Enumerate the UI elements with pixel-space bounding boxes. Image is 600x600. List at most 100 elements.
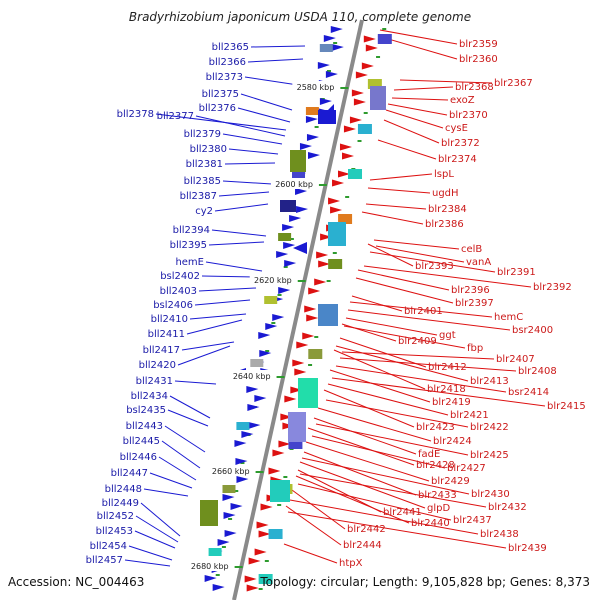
minus-strand-gene bbox=[299, 143, 312, 150]
backbone-tick bbox=[265, 350, 270, 352]
right-gene-label: cysE bbox=[445, 123, 468, 134]
right-connector bbox=[287, 511, 507, 549]
right-connector bbox=[351, 295, 403, 312]
left-gene-label: bll2411 bbox=[148, 329, 185, 340]
right-connector bbox=[301, 457, 470, 495]
minus-strand-gene bbox=[293, 242, 307, 254]
plus-strand-gene bbox=[338, 170, 351, 178]
backbone-tick bbox=[363, 112, 368, 114]
plus-strand-gene bbox=[254, 548, 267, 556]
minus-strand-gene bbox=[272, 314, 285, 321]
left-gene-label: bll2420 bbox=[139, 360, 176, 371]
left-gene-label: bll2453 bbox=[96, 526, 133, 537]
backbone-tick bbox=[308, 364, 313, 366]
minus-strand-gene bbox=[276, 251, 289, 258]
gene-block bbox=[290, 150, 306, 172]
accession-text: Accession: NC_004463 bbox=[8, 575, 144, 589]
backbone-tick bbox=[314, 126, 319, 128]
right-connector bbox=[355, 277, 454, 304]
minus-strand-gene bbox=[258, 332, 271, 339]
right-gene-label: blr2428 bbox=[416, 460, 455, 471]
gene-block bbox=[280, 200, 296, 212]
left-connector bbox=[218, 191, 270, 197]
minus-strand-gene bbox=[259, 350, 272, 357]
right-connector bbox=[317, 407, 432, 442]
plus-strand-gene bbox=[351, 89, 364, 97]
left-connector bbox=[158, 456, 197, 481]
minus-strand-gene bbox=[283, 242, 296, 249]
genome-backbone bbox=[232, 19, 364, 600]
backbone-tick bbox=[221, 546, 226, 548]
right-gene-label: bsr2414 bbox=[508, 387, 549, 398]
kbp-label-bg bbox=[249, 274, 294, 285]
backbone-tick bbox=[326, 280, 331, 282]
right-connector bbox=[339, 357, 517, 372]
gene-block bbox=[250, 359, 264, 367]
right-gene-label: blr2409 bbox=[398, 336, 437, 347]
right-gene-label: ugdH bbox=[432, 188, 459, 199]
left-gene-label: bll2403 bbox=[160, 286, 197, 297]
right-gene-label: blr2423 bbox=[416, 422, 455, 433]
kbp-marker-label: 2600 kbp bbox=[275, 180, 313, 189]
right-gene-label: blr2368 bbox=[455, 82, 494, 93]
left-gene-label: bll2381 bbox=[186, 159, 223, 170]
left-gene-label: bll2375 bbox=[202, 89, 239, 100]
right-connector bbox=[327, 383, 449, 416]
plus-strand-gene bbox=[260, 503, 273, 511]
left-gene-label: bll2434 bbox=[131, 391, 168, 402]
right-connector bbox=[361, 211, 424, 225]
left-connector bbox=[250, 45, 306, 48]
left-connector bbox=[140, 502, 181, 537]
kbp-label-bg bbox=[292, 81, 337, 92]
left-gene-label: bll2447 bbox=[111, 468, 148, 479]
plus-strand-gene bbox=[244, 575, 257, 583]
backbone-tick bbox=[314, 336, 319, 338]
minus-strand-gene bbox=[306, 134, 319, 141]
minus-strand-gene bbox=[318, 110, 336, 124]
right-connector bbox=[383, 119, 440, 144]
right-gene-label: blr2384 bbox=[428, 204, 467, 215]
plus-strand-gene bbox=[328, 197, 341, 205]
left-gene-label: bll2410 bbox=[151, 314, 188, 325]
right-connector bbox=[345, 317, 438, 336]
kbp-label-bg bbox=[228, 370, 273, 381]
left-gene-label: bsl2435 bbox=[126, 405, 166, 416]
left-connector bbox=[164, 425, 206, 453]
right-gene-label: blr2439 bbox=[508, 543, 547, 554]
right-gene-label: blr2396 bbox=[451, 285, 490, 296]
backbone-tick bbox=[333, 42, 338, 44]
backbone-tick bbox=[277, 504, 282, 506]
right-connector bbox=[283, 543, 338, 564]
right-gene-label: blr2407 bbox=[496, 354, 535, 365]
left-gene-label: bll2385 bbox=[184, 176, 221, 187]
right-gene-label: blr2440 bbox=[411, 518, 450, 529]
right-gene-label: blr2374 bbox=[438, 154, 477, 165]
right-connector bbox=[377, 139, 437, 160]
plus-strand-gene bbox=[353, 98, 366, 106]
right-connector bbox=[305, 441, 430, 482]
minus-strand-gene bbox=[323, 35, 336, 42]
right-connector bbox=[375, 245, 465, 263]
left-gene-label: bll2457 bbox=[86, 555, 123, 566]
right-connector bbox=[297, 469, 382, 513]
gene-block bbox=[236, 422, 250, 430]
gene-block bbox=[258, 574, 273, 584]
left-connector bbox=[214, 203, 269, 212]
kbp-label-bg bbox=[186, 560, 231, 571]
minus-strand-gene bbox=[236, 476, 249, 483]
right-gene-label: blr2430 bbox=[471, 489, 510, 500]
minus-strand-gene bbox=[319, 98, 332, 105]
right-connector bbox=[363, 265, 532, 288]
gene-block bbox=[264, 296, 278, 304]
minus-strand-gene bbox=[248, 422, 261, 429]
left-gene-label: bll2394 bbox=[173, 225, 210, 236]
left-gene-label: bll2443 bbox=[126, 421, 163, 432]
left-gene-label: bll2448 bbox=[105, 484, 142, 495]
left-connector bbox=[177, 345, 231, 366]
gene-block bbox=[268, 529, 283, 539]
right-gene-label: blr2442 bbox=[347, 524, 386, 535]
right-gene-label: blr2386 bbox=[425, 219, 464, 230]
minus-strand-gene bbox=[204, 575, 217, 582]
